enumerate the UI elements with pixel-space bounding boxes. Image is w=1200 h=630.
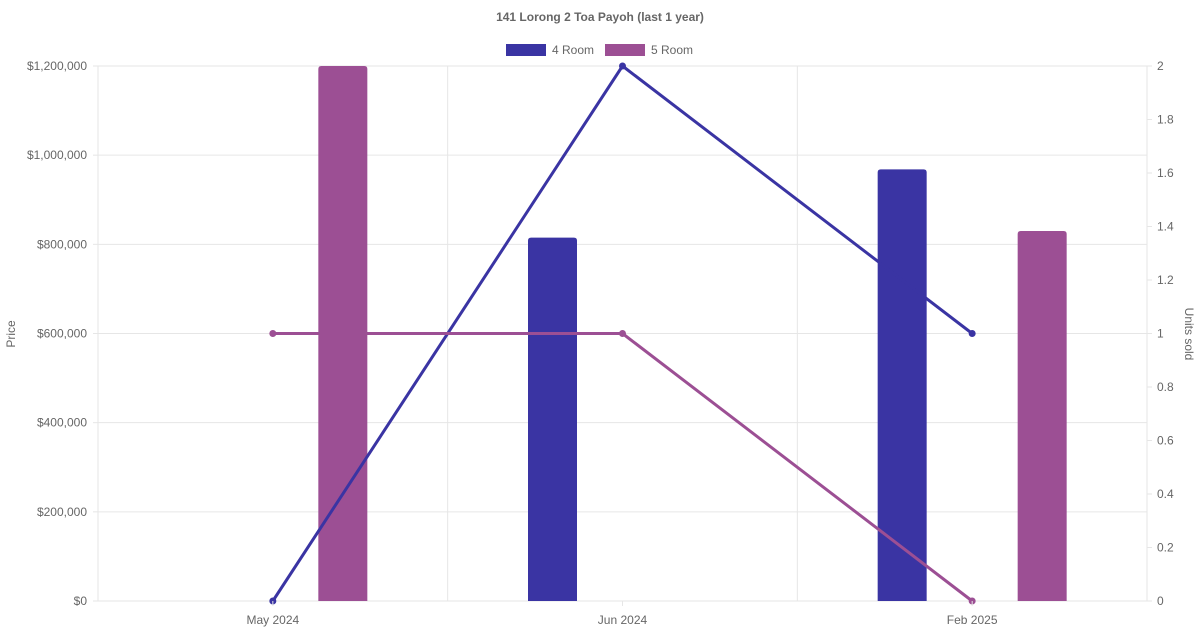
y-right-tick-label: 0 (1157, 594, 1164, 608)
y-right-tick-label: 0.8 (1157, 380, 1174, 394)
y-right-tick-label: 1.6 (1157, 166, 1174, 180)
y-right-tick-label: 1 (1157, 327, 1164, 341)
legend: 4 Room 5 Room (506, 43, 693, 57)
bar-4-room-jun-2024[interactable] (528, 237, 577, 602)
point-5-room-jun-2024[interactable] (619, 330, 626, 337)
point-5-room-may-2024[interactable] (269, 330, 277, 337)
y-left-tick-label: $1,200,000 (27, 59, 87, 73)
y-right-tick-label: 1.4 (1157, 220, 1174, 234)
y-right-tick-label: 1.8 (1157, 113, 1174, 127)
y-right-tick-label: 1.2 (1157, 273, 1174, 287)
y-left-axis-title: Price (4, 320, 18, 348)
point-4-room-feb-2025[interactable] (968, 330, 976, 337)
points (269, 62, 976, 605)
legend-swatch-4-room[interactable] (506, 44, 546, 56)
y-right-tick-label: 0.6 (1157, 434, 1174, 448)
y-left-tick-label: $600,000 (37, 327, 87, 341)
y-left-tick-label: $200,000 (37, 505, 87, 519)
point-4-room-jun-2024[interactable] (619, 62, 626, 70)
x-tick-label-feb-2025: Feb 2025 (947, 613, 998, 627)
legend-swatch-5-room[interactable] (605, 44, 645, 56)
axes: $0 $200,000 $400,000 $600,000 $800,000 $1,000… (27, 59, 1174, 627)
x-tick-label-jun-2024: Jun 2024 (598, 613, 648, 627)
chart-title: 141 Lorong 2 Toa Payoh (last 1 year) (496, 10, 704, 24)
x-tick-label-may-2024: May 2024 (246, 613, 299, 627)
legend-label-5-room[interactable]: 5 Room (651, 43, 693, 57)
line-5-room-units[interactable] (272, 332, 974, 603)
legend-label-4-room[interactable]: 4 Room (552, 43, 594, 57)
y-right-axis-title: Units sold (1182, 308, 1196, 361)
y-right-tick-label: 2 (1157, 59, 1164, 73)
bar-5-room-feb-2025[interactable] (1017, 230, 1067, 602)
y-left-tick-label: $0 (74, 594, 88, 608)
y-left-tick-label: $800,000 (37, 237, 87, 251)
bar-4-room-feb-2025[interactable] (877, 169, 927, 601)
bars (318, 66, 1067, 602)
y-right-tick-label: 0.2 (1157, 541, 1174, 555)
y-left-tick-label: $1,000,000 (27, 148, 87, 162)
y-right-tick-label: 0.4 (1157, 487, 1174, 501)
y-left-tick-label: $400,000 (37, 416, 87, 430)
